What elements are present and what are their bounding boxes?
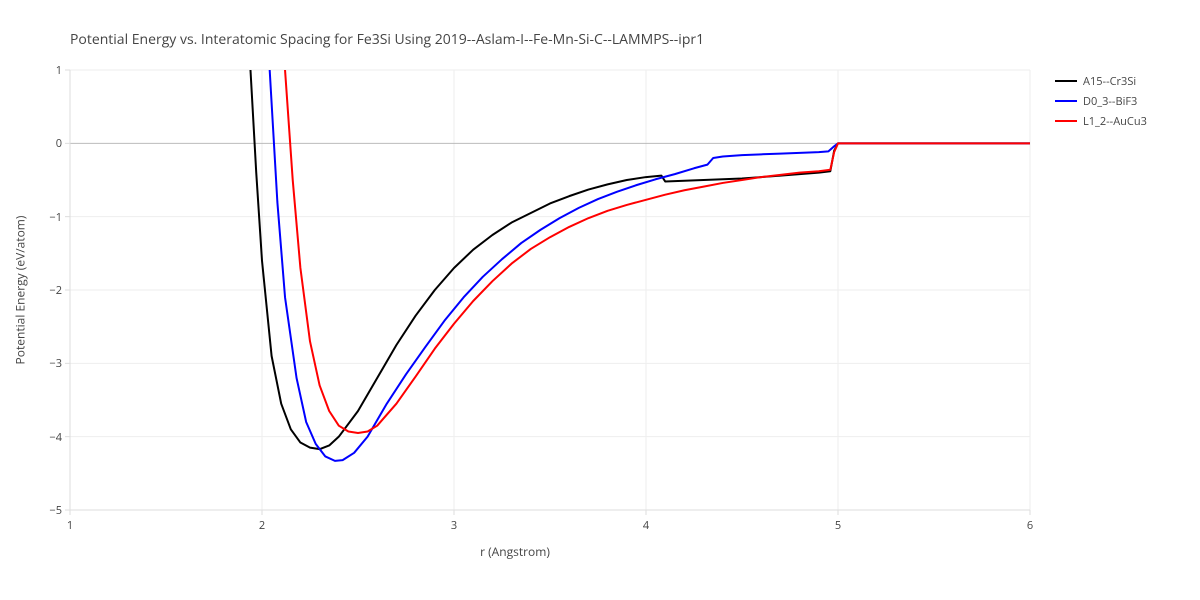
legend-label: D0_3--BiF3 <box>1083 94 1137 109</box>
legend-item[interactable]: A15--Cr3Si <box>1055 72 1147 90</box>
x-tick-label: 1 <box>50 518 90 533</box>
legend[interactable]: A15--Cr3Si D0_3--BiF3 L1_2--AuCu3 <box>1055 72 1147 132</box>
legend-swatch <box>1055 80 1077 82</box>
y-tick-label: −5 <box>49 503 62 518</box>
y-tick-label: 0 <box>56 136 62 151</box>
x-tick-label: 6 <box>1010 518 1050 533</box>
y-axis-label: Potential Energy (eV/atom) <box>12 140 29 440</box>
x-tick-label: 5 <box>818 518 858 533</box>
x-tick-label: 3 <box>434 518 474 533</box>
x-axis-label: r (Angstrom) <box>0 543 1030 560</box>
legend-item[interactable]: D0_3--BiF3 <box>1055 92 1147 110</box>
y-tick-label: −1 <box>49 210 62 225</box>
chart-container: Potential Energy vs. Interatomic Spacing… <box>0 0 1200 600</box>
x-tick-label: 2 <box>242 518 282 533</box>
legend-item[interactable]: L1_2--AuCu3 <box>1055 112 1147 130</box>
legend-label: L1_2--AuCu3 <box>1083 114 1147 129</box>
legend-label: A15--Cr3Si <box>1083 74 1136 89</box>
x-tick-label: 4 <box>626 518 666 533</box>
y-tick-label: −3 <box>49 356 62 371</box>
y-tick-label: −2 <box>49 283 62 298</box>
legend-swatch <box>1055 120 1077 122</box>
y-tick-label: 1 <box>56 63 62 78</box>
y-tick-label: −4 <box>49 430 62 445</box>
legend-swatch <box>1055 100 1077 102</box>
plot-svg <box>0 0 1200 600</box>
